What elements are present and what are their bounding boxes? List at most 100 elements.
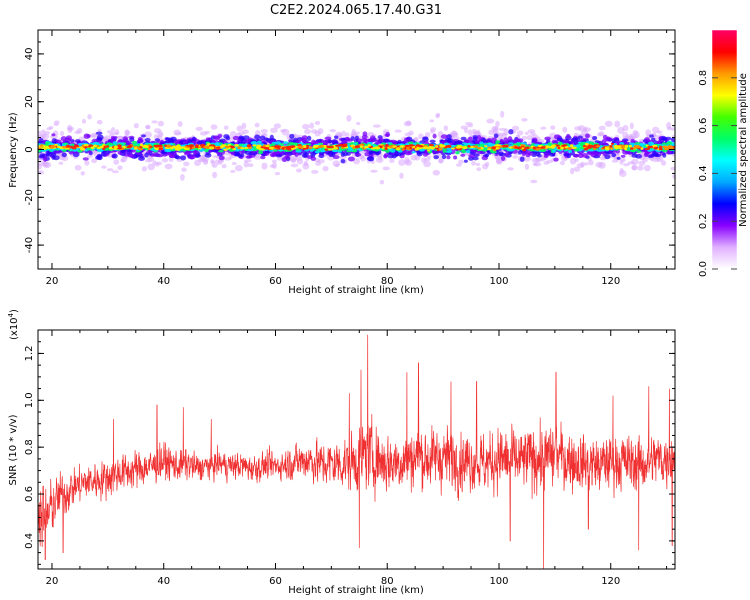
spectrogram-halo-cell	[202, 159, 209, 165]
spectrogram-halo-cell	[627, 161, 635, 165]
spectrogram-halo-cell	[91, 158, 98, 164]
spectrogram-halo-cell	[296, 158, 304, 165]
spectrogram-halo-cell	[637, 165, 644, 171]
spectrogram-peak-cell	[399, 145, 405, 148]
spectrogram-band-cell	[230, 152, 236, 156]
spectrogram-halo-cell	[435, 114, 440, 119]
spectrogram-marks	[38, 110, 675, 185]
spectrogram-halo-cell	[80, 171, 86, 176]
spectrogram-halo-cell	[426, 155, 432, 159]
spectrogram-peak-cell	[593, 144, 597, 147]
spectrogram-halo-cell	[424, 132, 431, 138]
spectrogram-halo-cell	[210, 124, 218, 130]
spectrogram-halo-cell	[672, 173, 675, 179]
spectrogram-halo-cell	[476, 167, 482, 172]
spectrogram-halo-cell	[570, 167, 575, 175]
spectrogram-halo-cell	[398, 159, 406, 166]
spectrogram-halo-cell	[164, 163, 173, 170]
spectrogram-ytick-label: 40	[24, 48, 35, 61]
spectrogram-halo-cell	[322, 165, 329, 172]
spectrogram-band-cell	[467, 136, 473, 142]
spectrogram-halo-cell	[421, 157, 427, 164]
spectrogram-band-cell	[324, 136, 332, 141]
spectrogram-halo-cell	[67, 126, 75, 131]
spectrogram-halo-cell	[429, 119, 435, 123]
snr-axes: 20 40 60 80 100 120 0.4 0.6 0.8 1.0 1.2	[24, 329, 675, 587]
spectrogram-xtick-label: 60	[269, 276, 282, 287]
spectrogram-peak-cell	[551, 144, 557, 148]
spectrogram-halo-cell	[534, 157, 543, 161]
spectrogram-band-cell	[174, 154, 180, 159]
spectrogram-halo-cell	[234, 164, 243, 172]
spectrogram-peak-cell	[477, 146, 482, 150]
spectrogram-halo-cell	[550, 125, 556, 130]
spectrogram-peak-cell	[157, 147, 164, 151]
spectrogram-halo-cell	[530, 179, 538, 184]
spectrogram-peak-cell	[359, 145, 364, 148]
spectrogram-peak-cell	[374, 146, 381, 150]
spectrogram-core-cell	[465, 149, 471, 154]
spectrogram-band-cell	[460, 136, 467, 141]
spectrogram-core-cell	[218, 150, 224, 153]
spectrogram-halo-cell	[87, 154, 94, 159]
spectrogram-band-cell	[604, 154, 611, 160]
spectrogram-peak-cell	[80, 147, 86, 151]
spectrogram-band-cell	[324, 139, 329, 144]
spectrogram-halo-cell	[141, 166, 148, 172]
spectrogram-peak-cell	[408, 144, 415, 147]
spectrogram-peak-cell	[490, 146, 497, 150]
spectrogram-halo-cell	[314, 121, 321, 125]
spectrogram-halo-cell	[482, 163, 489, 170]
spectrogram-halo-cell	[379, 179, 385, 185]
spectrogram-peak-cell	[268, 146, 274, 150]
spectrogram-band-cell	[670, 137, 675, 143]
spectrogram-peak-cell	[451, 147, 456, 150]
spectrogram-halo-cell	[356, 121, 361, 126]
spectrogram-peak-cell	[71, 146, 77, 150]
spectrogram-peak-cell	[126, 145, 132, 149]
colorbar-label: Normalized spectral amplitude	[738, 73, 749, 227]
spectrogram-halo-cell	[144, 125, 151, 130]
spectrogram-peak-cell	[621, 146, 625, 149]
spectrogram-core-cell	[314, 150, 320, 154]
spectrogram-core-cell	[588, 141, 594, 145]
spectrogram-halo-cell	[101, 165, 107, 169]
spectrogram-peak-cell	[324, 148, 328, 151]
spectrogram-halo-cell	[38, 164, 43, 170]
spectrogram-core-cell	[634, 142, 641, 145]
spectrogram-band-cell	[156, 153, 164, 158]
spectrogram-band-cell	[429, 139, 436, 143]
spectrogram-band-cell	[300, 137, 307, 142]
spectrogram-band-cell	[95, 131, 103, 135]
spectrogram-peak-cell	[224, 145, 230, 149]
spectrogram-band-cell	[508, 129, 514, 135]
spectrogram-peak-cell	[647, 145, 651, 149]
spectrogram-halo-cell	[106, 168, 114, 172]
spectrogram-halo-cell	[460, 125, 469, 130]
spectrogram-halo-cell	[43, 161, 52, 169]
spectrogram-peak-cell	[195, 144, 199, 148]
spectrogram-band-cell	[647, 154, 654, 158]
spectrogram-halo-cell	[152, 160, 157, 166]
spectrogram-core-cell	[573, 149, 580, 152]
spectrogram-band-cell	[531, 153, 537, 158]
spectrogram-band-cell	[375, 139, 380, 145]
spectrogram-halo-cell	[408, 130, 414, 136]
spectrogram-halo-cell	[351, 129, 356, 134]
spectrogram-halo-cell	[41, 129, 46, 134]
spectrogram-peak-cell	[239, 147, 245, 150]
spectrogram-band-cell	[138, 156, 145, 161]
spectrogram-halo-cell	[389, 158, 395, 164]
spectrogram-band-cell	[662, 152, 667, 158]
spectrogram-band-cell	[288, 139, 295, 143]
spectrogram-band-cell	[456, 139, 463, 144]
spectrogram-halo-cell	[198, 157, 205, 163]
spectrogram-band-cell	[468, 154, 475, 158]
spectrogram-halo-cell	[151, 120, 158, 124]
spectrogram-band-cell	[493, 133, 499, 139]
spectrogram-halo-cell	[181, 167, 187, 172]
spectrogram-halo-cell	[346, 114, 352, 122]
spectrogram-halo-cell	[96, 119, 103, 125]
spectrogram-core-cell	[205, 141, 210, 144]
spectrogram-band-cell	[70, 139, 75, 143]
